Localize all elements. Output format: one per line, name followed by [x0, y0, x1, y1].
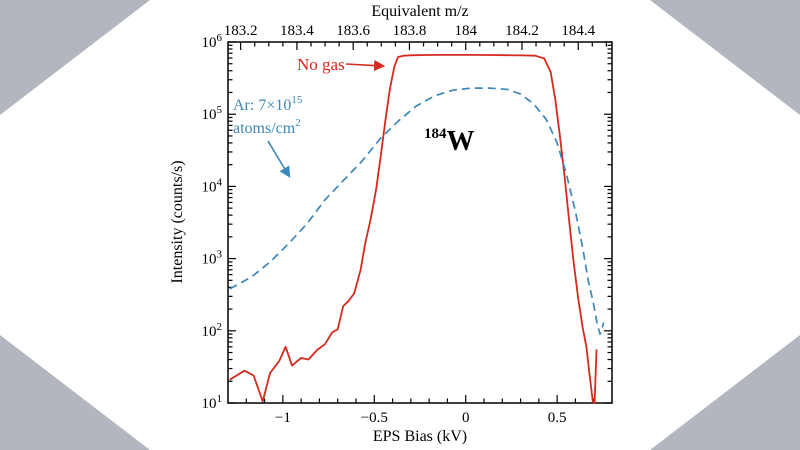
mz-tick-label: 184.4 — [561, 23, 595, 39]
ar-label-line2: atoms/cm2 — [233, 117, 301, 137]
x-tick-label: 0.5 — [548, 410, 567, 426]
x-tick-label: 0 — [462, 410, 470, 426]
mz-tick-label: 183.8 — [393, 23, 427, 39]
series-ar — [229, 87, 605, 335]
x-tick-label: −0.5 — [361, 410, 388, 426]
mz-tick-label: 183.2 — [224, 23, 258, 39]
ar-label-line1: Ar: 7×1015 — [233, 94, 303, 114]
mz-tick-label: 184 — [454, 23, 477, 39]
no-gas-arrow — [345, 59, 386, 72]
plot-frame — [227, 41, 613, 404]
mz-tick-label: 184.2 — [505, 23, 539, 39]
mz-tick-label: 183.4 — [280, 23, 314, 39]
y-axis-title: Intensity (counts/s) — [169, 160, 186, 283]
mz-tick-label: 183.6 — [336, 23, 370, 39]
plot-layer: −1 −0.5 0 0.5 183.2 183.4 183.6 183.8 184 184.2 18… — [202, 23, 613, 426]
bottom-axis-title: EPS Bias (kV) — [373, 428, 467, 445]
ar-arrow — [267, 140, 291, 178]
series-no-gas — [229, 54, 598, 404]
top-axis-title: Equivalent m/z — [371, 3, 468, 20]
x-tick-label: −1 — [275, 410, 291, 426]
isotope-label: 184W — [424, 126, 475, 157]
no-gas-label: No gas — [297, 55, 345, 74]
